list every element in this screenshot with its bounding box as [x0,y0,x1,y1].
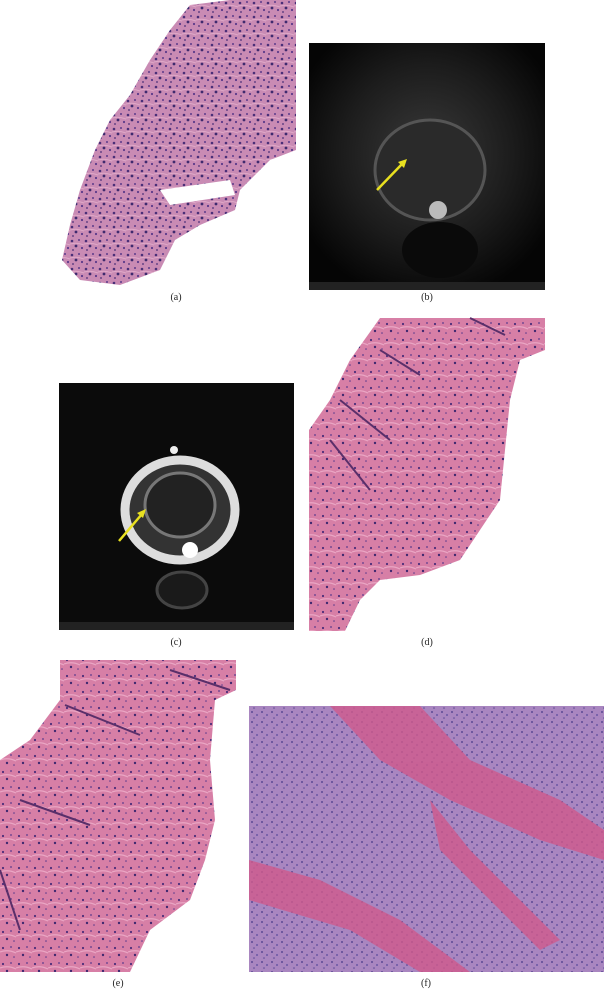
rectum-c [155,570,209,610]
core-c [143,471,217,539]
panel-label: (f) [421,978,431,989]
stroma-f [249,706,604,972]
panel-label: (e) [112,978,124,989]
histology-e [0,660,236,972]
panel-label: (c) [170,637,182,648]
status-bar-b [309,282,545,290]
cuts-d [329,317,506,491]
gap-a [160,180,235,205]
cuts-e [0,669,231,931]
panel-label: (d) [421,637,433,648]
panel-label: (b) [421,292,433,303]
prostate-b [373,118,487,222]
arrowhead-b [398,159,407,168]
arrowhead-c [137,509,146,518]
histology-d [309,318,545,631]
panel-label: (a) [170,292,182,303]
arrow-b [376,162,404,191]
arrow-c [118,513,143,542]
bright-spot-c [182,542,198,558]
rectum-b [402,222,478,278]
urethra-c [170,446,178,454]
bladder-b [429,201,447,219]
histology-a [62,0,296,285]
status-bar-c [59,622,294,630]
